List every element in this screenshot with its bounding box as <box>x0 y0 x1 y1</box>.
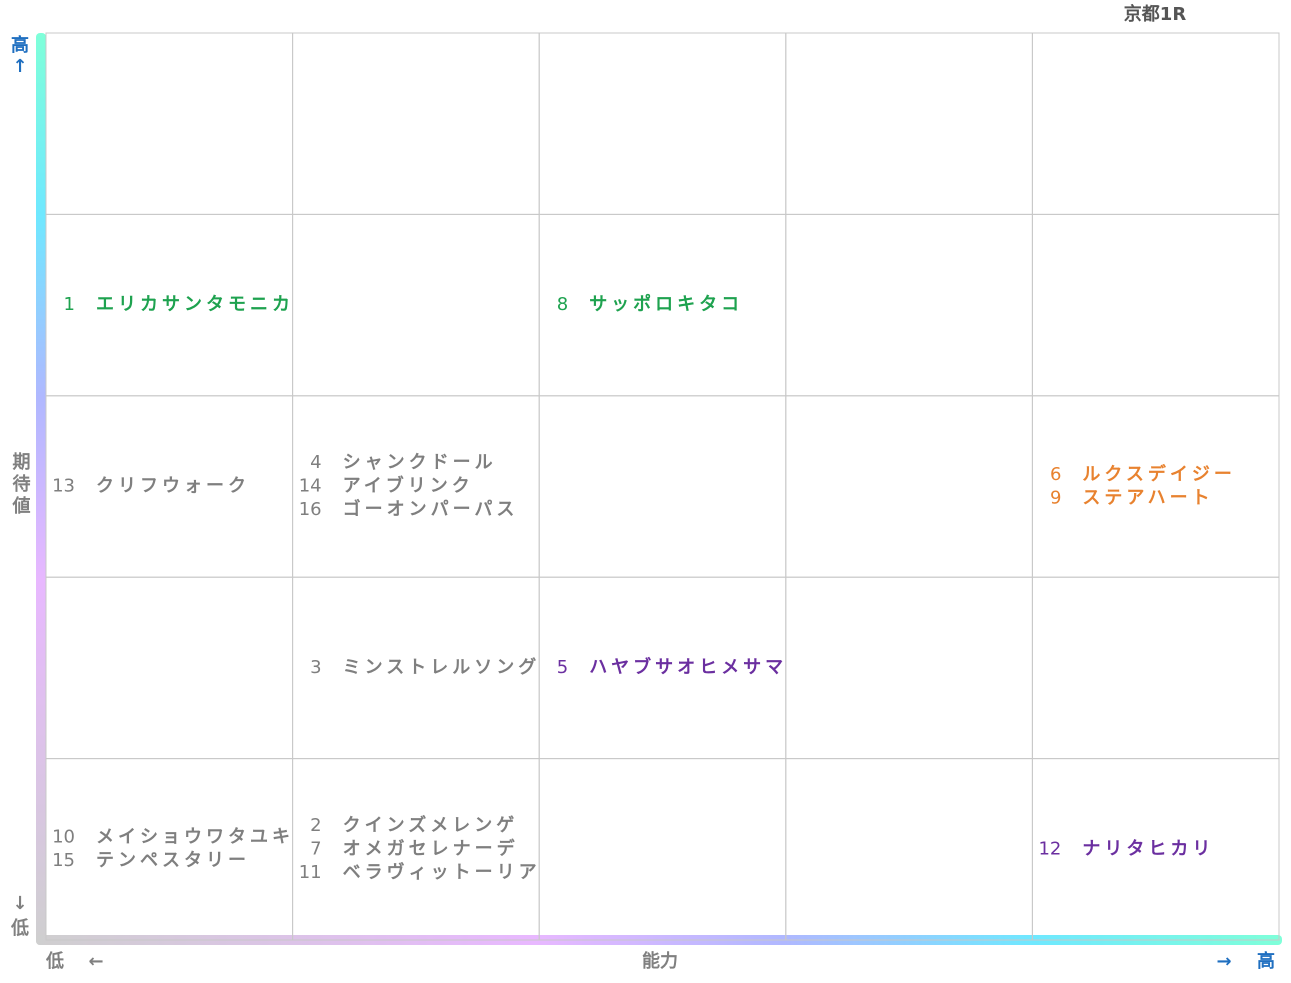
y-label: 期待値 <box>10 452 32 518</box>
horse-name: シャンクドール <box>343 452 497 473</box>
cell <box>1031 32 1280 215</box>
horse-number: 6 <box>1050 464 1061 485</box>
horse-number: 5 <box>557 657 568 678</box>
horse-name: ハヤブサオヒメサマ <box>589 656 787 678</box>
y-high-arrow: ↑ <box>12 56 27 77</box>
y-axis-bar <box>36 33 46 945</box>
cell <box>538 758 787 941</box>
horse-name: サッポロキタコ <box>589 293 743 315</box>
horse-name: エリカサンタモニカ <box>96 294 294 315</box>
cell <box>292 213 540 397</box>
cell <box>1031 758 1280 941</box>
cell <box>785 395 1033 578</box>
horse-number: 12 <box>1038 838 1061 859</box>
horse-name: メイショウワタユキ <box>96 827 294 848</box>
x-low: 低 <box>45 950 64 972</box>
horse-number: 10 <box>52 827 75 848</box>
horse-number: 15 <box>52 850 75 871</box>
x-high-arrow: → <box>1216 951 1231 972</box>
horse-number: 1 <box>64 294 75 315</box>
horse-name: クインズメレンゲ <box>343 814 519 836</box>
horse-number: 14 <box>299 476 322 497</box>
cell <box>785 758 1033 941</box>
horse-name: ルクスデイジー <box>1082 463 1235 485</box>
cell <box>785 213 1033 397</box>
horse-name: テンペスタリー <box>96 850 250 871</box>
cell <box>45 32 294 215</box>
horse-number: 9 <box>1050 487 1061 508</box>
horse-name: ミンストレルソング <box>343 656 541 678</box>
horse-number: 4 <box>310 452 321 473</box>
horse-number: 11 <box>299 862 322 883</box>
horse-name: オメガセレナーデ <box>343 837 519 859</box>
horse-number: 2 <box>310 815 321 836</box>
horse-name: アイブリンク <box>343 475 474 497</box>
horse-number: 8 <box>557 294 568 315</box>
horse-name: ナリタヒカリ <box>1082 838 1214 859</box>
horse-name: ステアハート <box>1082 487 1213 508</box>
horse-number: 7 <box>310 838 321 859</box>
horse-number: 16 <box>299 499 322 520</box>
x-label: 能力 <box>642 950 678 972</box>
cell <box>538 395 787 578</box>
cell <box>785 576 1033 760</box>
cell <box>785 32 1033 215</box>
x-high: 高 <box>1257 950 1275 972</box>
horse-name: ゴーオンパーパス <box>343 498 519 520</box>
y-low-arrow: ↓ <box>12 893 27 914</box>
cell <box>45 576 294 760</box>
y-low: 低 <box>10 917 29 939</box>
horse-number: 3 <box>310 657 321 678</box>
y-high: 高 <box>11 34 29 56</box>
horse-name: クリフウォーク <box>96 476 250 497</box>
cell <box>1031 213 1280 397</box>
title: 京都1R <box>1124 3 1187 25</box>
cell <box>1031 576 1280 760</box>
horse-number: 13 <box>52 476 75 497</box>
cell <box>538 32 787 215</box>
cell <box>292 32 540 215</box>
horse-name: ベラヴィットーリア <box>343 861 541 883</box>
x-low-arrow: ← <box>88 951 103 972</box>
